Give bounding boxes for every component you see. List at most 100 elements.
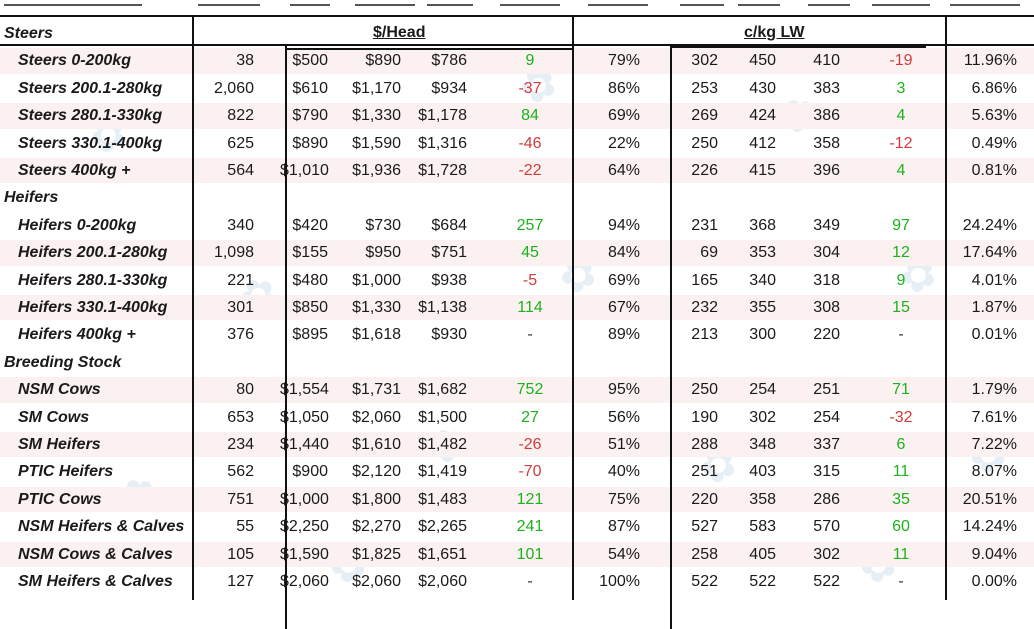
cell-hmax: $1,618 xyxy=(352,326,401,344)
cell-lmin: 250 xyxy=(691,381,718,399)
cell-lavg: 383 xyxy=(813,79,840,97)
cell-havg: $1,419 xyxy=(418,463,467,481)
cell-havg: $1,500 xyxy=(418,408,467,426)
horizontal-rule xyxy=(0,15,1034,17)
cell-lavg: 396 xyxy=(813,162,840,179)
row-band xyxy=(0,377,1034,403)
cell-pct: 64% xyxy=(607,162,640,179)
cell-lchg: 15 xyxy=(892,299,910,316)
cell-lmin: 253 xyxy=(691,79,718,97)
cell-lchg: 11 xyxy=(892,545,910,563)
cell-lavg: 318 xyxy=(813,271,840,289)
cell-pct: 95% xyxy=(607,381,640,399)
cell-label: NSM Cows xyxy=(18,381,101,399)
cell-yard: 376 xyxy=(227,326,254,344)
row-band xyxy=(0,486,1034,513)
cell-hchg: -37 xyxy=(518,79,542,97)
header-remnant-line xyxy=(198,4,260,6)
group-underline xyxy=(670,46,926,48)
section-header: Breeding Stock xyxy=(4,353,122,371)
lw-price-group-title: c/kg LW xyxy=(744,24,805,41)
cell-lmin: 269 xyxy=(691,107,718,125)
cell-hmin: $610 xyxy=(292,79,328,97)
cell-lmax: 583 xyxy=(749,518,776,536)
cell-havg: $1,482 xyxy=(418,436,467,453)
cell-pct: 79% xyxy=(607,52,640,70)
cell-label: Heifers 0-200kg xyxy=(18,216,137,234)
cell-hmin: $420 xyxy=(292,216,328,234)
cell-hmin: $155 xyxy=(292,244,328,262)
cell-lmin: 220 xyxy=(691,490,718,508)
column-divider xyxy=(285,44,287,629)
cell-pct: 87% xyxy=(607,518,640,536)
head-price-group-title: $/Head xyxy=(373,24,426,41)
cell-lavg: 337 xyxy=(813,436,840,453)
cell-lchg: - xyxy=(898,326,904,344)
cell-lmin: 232 xyxy=(691,299,718,316)
cell-lmin: 226 xyxy=(691,162,718,179)
cell-hmin: $890 xyxy=(292,134,328,152)
cell-havg: $1,682 xyxy=(418,381,467,399)
cell-lchg: 11 xyxy=(892,463,910,481)
cell-pct: 51% xyxy=(607,436,640,453)
cell-hmax: $1,330 xyxy=(352,299,401,316)
header-remnant-line xyxy=(588,4,648,6)
cell-hmax: $2,120 xyxy=(352,463,401,481)
cell-label: NSM Cows & Calves xyxy=(18,545,173,563)
cell-pct: 89% xyxy=(607,326,640,344)
cell-share: 20.51% xyxy=(962,490,1017,508)
cell-havg: $1,483 xyxy=(418,490,467,508)
cell-pct: 54% xyxy=(607,545,640,563)
cell-havg: $938 xyxy=(431,271,467,289)
cell-hmin: $1,050 xyxy=(280,408,329,426)
cell-lavg: 522 xyxy=(813,573,840,590)
column-divider xyxy=(572,15,574,600)
cell-lmin: 69 xyxy=(700,244,718,262)
cell-yard: 38 xyxy=(236,52,254,70)
cell-pct: 67% xyxy=(607,299,640,316)
horizontal-rule xyxy=(0,44,1034,46)
cell-hmin: $1,010 xyxy=(280,162,329,179)
cell-hmax: $950 xyxy=(365,244,401,262)
cell-lchg: 35 xyxy=(892,490,910,508)
cell-hmax: $730 xyxy=(365,216,401,234)
cell-hchg: -5 xyxy=(522,271,538,289)
cell-share: 1.87% xyxy=(971,299,1017,316)
cell-pct: 22% xyxy=(607,134,640,152)
group-underline xyxy=(285,48,574,50)
cell-lmax: 254 xyxy=(749,381,776,399)
column-divider xyxy=(945,15,947,600)
cell-lchg: - xyxy=(898,573,904,590)
cell-hmax: $1,170 xyxy=(352,79,401,97)
cell-havg: $934 xyxy=(431,79,467,97)
cell-lavg: 570 xyxy=(813,518,840,536)
header-remnant-line xyxy=(808,4,850,6)
cell-yard: 2,060 xyxy=(213,79,254,97)
cell-lmax: 368 xyxy=(749,216,776,234)
column-divider xyxy=(670,44,672,629)
cell-lmin: 302 xyxy=(691,52,718,70)
cell-label: SM Heifers & Calves xyxy=(18,573,173,590)
cell-pct: 69% xyxy=(607,271,640,289)
column-divider xyxy=(192,15,194,600)
cell-yard: 105 xyxy=(227,545,254,563)
cell-lmax: 353 xyxy=(749,244,776,262)
cell-havg: $1,138 xyxy=(418,299,467,316)
cell-lmin: 165 xyxy=(691,271,718,289)
cell-hmin: $2,250 xyxy=(280,518,329,536)
cell-label: PTIC Heifers xyxy=(18,463,114,481)
section-header: Heifers xyxy=(4,189,59,207)
cell-label: Steers 0-200kg xyxy=(18,52,131,70)
row-band xyxy=(0,48,1034,74)
cell-lchg: -12 xyxy=(889,134,913,152)
cell-lmin: 231 xyxy=(691,216,718,234)
cell-hchg: - xyxy=(527,326,533,344)
cell-hmin: $1,554 xyxy=(280,381,329,399)
cell-label: NSM Heifers & Calves xyxy=(18,518,185,536)
cell-hmin: $1,440 xyxy=(280,436,329,453)
cell-hmin: $1,000 xyxy=(280,490,329,508)
cell-yard: 564 xyxy=(227,162,254,179)
cell-yard: 234 xyxy=(227,436,254,453)
cell-hmax: $2,060 xyxy=(352,408,401,426)
cell-yard: 822 xyxy=(227,107,254,125)
